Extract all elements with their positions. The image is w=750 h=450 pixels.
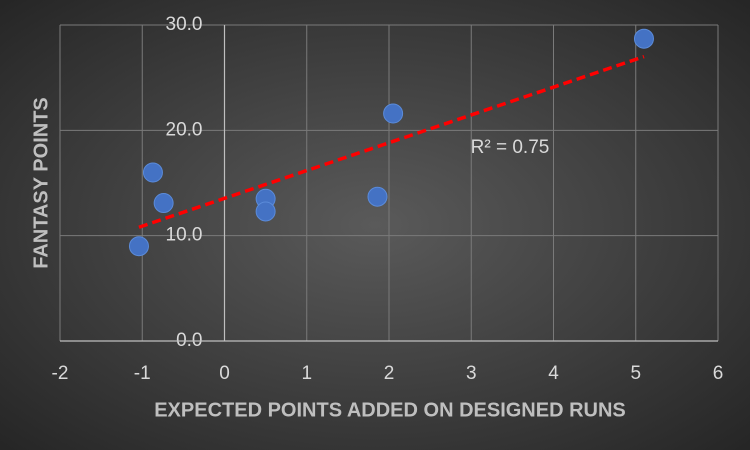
y-tick-label: 30.0 — [166, 14, 203, 35]
x-tick-label: -2 — [52, 363, 69, 384]
y-tick-label: 20.0 — [166, 119, 203, 140]
x-tick-label: 2 — [384, 363, 395, 384]
x-tick-label: 1 — [301, 363, 312, 384]
data-point — [383, 103, 404, 124]
trendline — [138, 54, 645, 229]
y-axis-title: FANTASY POINTS — [30, 97, 52, 269]
data-point — [142, 162, 163, 183]
data-point — [153, 193, 174, 214]
x-tick-label: 3 — [466, 363, 477, 384]
y-tick-label: 10.0 — [166, 225, 203, 246]
x-tick-label: 5 — [630, 363, 641, 384]
x-tick-label: 6 — [713, 363, 724, 384]
data-point — [255, 201, 276, 222]
data-point — [128, 236, 149, 257]
x-tick-label: -1 — [134, 363, 151, 384]
data-point — [633, 28, 654, 49]
x-axis-title: EXPECTED POINTS ADDED ON DESIGNED RUNS — [154, 399, 626, 421]
x-tick-label: 0 — [219, 363, 230, 384]
data-point — [367, 186, 388, 207]
r-squared-annotation: R² = 0.75 — [471, 137, 550, 158]
x-tick-label: 4 — [548, 363, 559, 384]
